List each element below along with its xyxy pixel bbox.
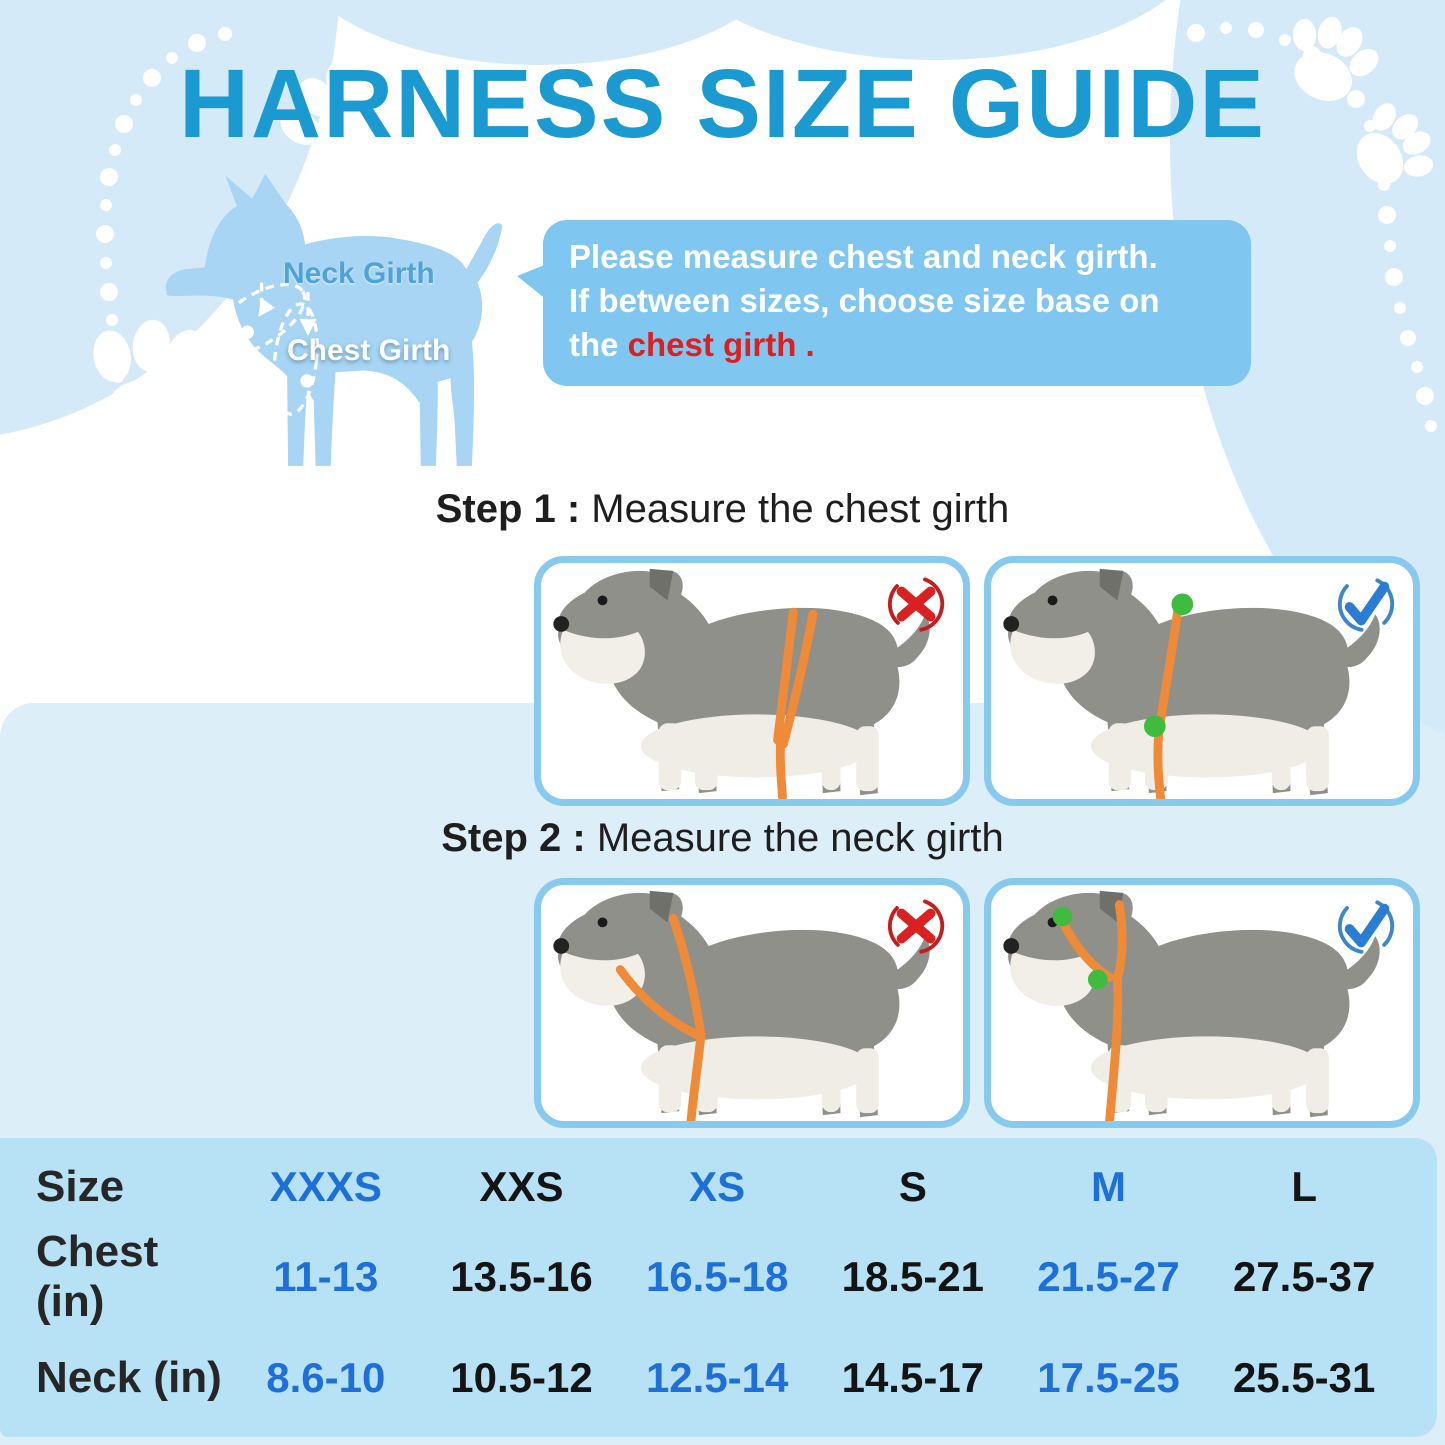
dog-photo-illustration	[553, 890, 930, 1121]
neck-girth-label: Neck Girth	[283, 257, 435, 290]
neck-value: 25.5-31	[1232, 1354, 1376, 1401]
measuring-tape	[773, 607, 818, 799]
check-mark-icon	[1335, 895, 1399, 959]
step2-correct-example-photo	[984, 878, 1420, 1128]
step1-wrong-example-photo	[534, 556, 970, 806]
chest-girth-highlight: chest girth	[627, 326, 797, 364]
chest-girth-ellipse	[272, 302, 319, 416]
dog-measurement-diagram	[165, 173, 503, 466]
neck-girth-ellipse	[209, 282, 307, 357]
size-col-l: L	[1291, 1163, 1317, 1210]
arrow-icon	[299, 318, 317, 337]
measure-point-dots	[1143, 593, 1194, 738]
chest-girth-label: Chest Girth	[287, 334, 451, 367]
step1-heading: Step 1 : Measure the chest girth	[435, 487, 1010, 531]
neck-value: 10.5-12	[450, 1354, 593, 1401]
size-col-m: M	[1090, 1163, 1126, 1210]
bubble-line-3: the chest girth .	[569, 326, 815, 364]
chest-value: 27.5-37	[1232, 1253, 1376, 1300]
page-title: HARNESS SIZE GUIDE	[179, 49, 1266, 158]
dog-photo-illustration	[553, 568, 930, 799]
size-col-xs: XS	[689, 1163, 746, 1210]
step2-wrong-example-photo	[534, 878, 970, 1128]
neck-value: 8.6-10	[266, 1354, 386, 1401]
bubble-line-2: If between sizes, choose size base on	[569, 282, 1160, 320]
chest-value: 11-13	[273, 1253, 379, 1300]
wrong-mark-icon	[885, 573, 949, 637]
neck-value: 14.5-17	[841, 1354, 985, 1401]
check-mark-icon	[1335, 573, 1399, 637]
arrow-icon	[258, 297, 276, 317]
measure-point-dots	[1052, 906, 1108, 990]
size-table: Size XXXS XXS XS S M L Chest (in) 11-13 …	[0, 1138, 1402, 1438]
neck-row-label: Neck (in)	[36, 1353, 222, 1402]
chest-row-label: Chest (in)	[36, 1227, 159, 1326]
chest-value: 16.5-18	[645, 1253, 789, 1300]
neck-value: 12.5-14	[645, 1354, 789, 1401]
size-table-header-label: Size	[36, 1162, 125, 1211]
chest-value: 13.5-16	[450, 1253, 593, 1300]
chest-value: 18.5-21	[841, 1253, 985, 1300]
size-table-background-band	[0, 1138, 1437, 1437]
bubble-line-1: Please measure chest and neck girth.	[569, 238, 1158, 275]
dog-photo-illustration	[1003, 568, 1380, 799]
size-col-xxs: XXS	[479, 1163, 564, 1210]
neck-value: 17.5-25	[1037, 1354, 1180, 1401]
step1-correct-example-photo	[984, 556, 1420, 806]
step2-heading: Step 2 : Measure the neck girth	[441, 816, 1004, 860]
dog-silhouette	[165, 173, 503, 466]
size-col-xxxs: XXXS	[269, 1163, 382, 1210]
size-col-s: S	[898, 1163, 927, 1210]
wrong-mark-icon	[885, 895, 949, 959]
measure-instruction-bubble: Please measure chest and neck girth. If …	[517, 220, 1251, 386]
dog-photo-illustration	[1003, 890, 1380, 1121]
measuring-tape	[615, 914, 706, 1121]
chest-value: 21.5-27	[1037, 1253, 1180, 1300]
